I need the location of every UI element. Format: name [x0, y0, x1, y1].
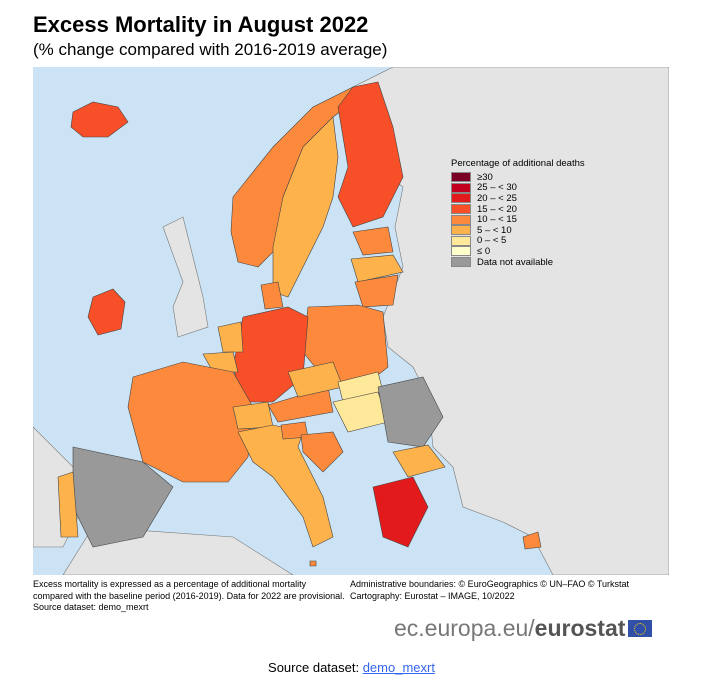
legend-label: Data not available	[477, 256, 554, 268]
legend-item: ≥30	[451, 172, 585, 183]
country-romania	[377, 376, 444, 448]
country-portugal	[57, 471, 79, 538]
legend-swatch	[451, 182, 471, 193]
logo-brand: eurostat	[534, 615, 626, 641]
map-subtitle: (% change compared with 2016-2019 averag…	[33, 40, 388, 59]
europe-map	[33, 67, 669, 575]
country-malta	[309, 560, 317, 567]
source-line: Source dataset: demo_mexrt	[0, 660, 703, 675]
country-estonia	[352, 226, 394, 256]
country-switzerland	[232, 401, 274, 430]
country-france	[127, 361, 254, 483]
legend-item: Data not available	[451, 257, 585, 268]
legend-item: 15 – < 20	[451, 204, 585, 215]
legend-label: 10 – < 15	[477, 214, 517, 226]
legend-swatch	[451, 172, 471, 183]
country-finland	[337, 81, 404, 228]
country-sweden	[272, 116, 339, 298]
legend: Percentage of additional deaths ≥30 25 – …	[451, 158, 585, 268]
legend-swatch	[451, 235, 471, 246]
eu-flag-icon	[628, 620, 653, 637]
eurostat-logo[interactable]: ec.europa.eu/eurostat	[394, 615, 653, 642]
legend-swatch	[451, 214, 471, 225]
legend-label: 5 – < 10	[477, 224, 512, 236]
legend-label: ≥30	[477, 171, 493, 183]
country-latvia	[350, 254, 404, 283]
country-belgium	[202, 351, 239, 373]
legend-item: 5 – < 10	[451, 225, 585, 236]
legend-item: 0 – < 5	[451, 235, 585, 247]
footnote-right: Administrative boundaries: © EuroGeograp…	[350, 579, 630, 601]
legend-title: Percentage of additional deaths	[451, 158, 585, 169]
legend-label: 15 – < 20	[477, 203, 517, 215]
country-ireland	[87, 288, 126, 336]
legend-label: 25 – < 30	[477, 182, 517, 194]
legend-label: ≤ 0	[477, 245, 491, 257]
legend-swatch	[451, 193, 471, 204]
country-lithuania	[354, 274, 399, 308]
legend-item: 10 – < 15	[451, 214, 585, 225]
country-iceland	[70, 101, 129, 138]
legend-swatch	[451, 257, 471, 268]
legend-swatch	[451, 204, 471, 215]
footnote-left: Excess mortality is expressed as a perce…	[33, 579, 345, 612]
country-croatia	[300, 431, 344, 473]
country-cyprus	[522, 531, 542, 550]
country-bulgaria	[392, 444, 446, 478]
legend-item: 25 – < 30	[451, 182, 585, 194]
source-label: Source dataset:	[268, 660, 363, 675]
country-germany	[232, 306, 309, 403]
legend-swatch	[451, 225, 471, 236]
legend-item: 20 – < 25	[451, 193, 585, 204]
country-greece	[372, 476, 429, 548]
country-netherlands	[217, 321, 244, 353]
legend-item: ≤ 0	[451, 246, 585, 257]
source-link[interactable]: demo_mexrt	[362, 660, 435, 675]
logo-domain: ec.europa.eu/	[394, 615, 535, 641]
map-title: Excess Mortality in August 2022	[33, 12, 369, 37]
legend-swatch	[451, 246, 471, 257]
country-denmark	[260, 281, 284, 310]
legend-label: 20 – < 25	[477, 192, 517, 204]
legend-label: 0 – < 5	[477, 235, 507, 247]
